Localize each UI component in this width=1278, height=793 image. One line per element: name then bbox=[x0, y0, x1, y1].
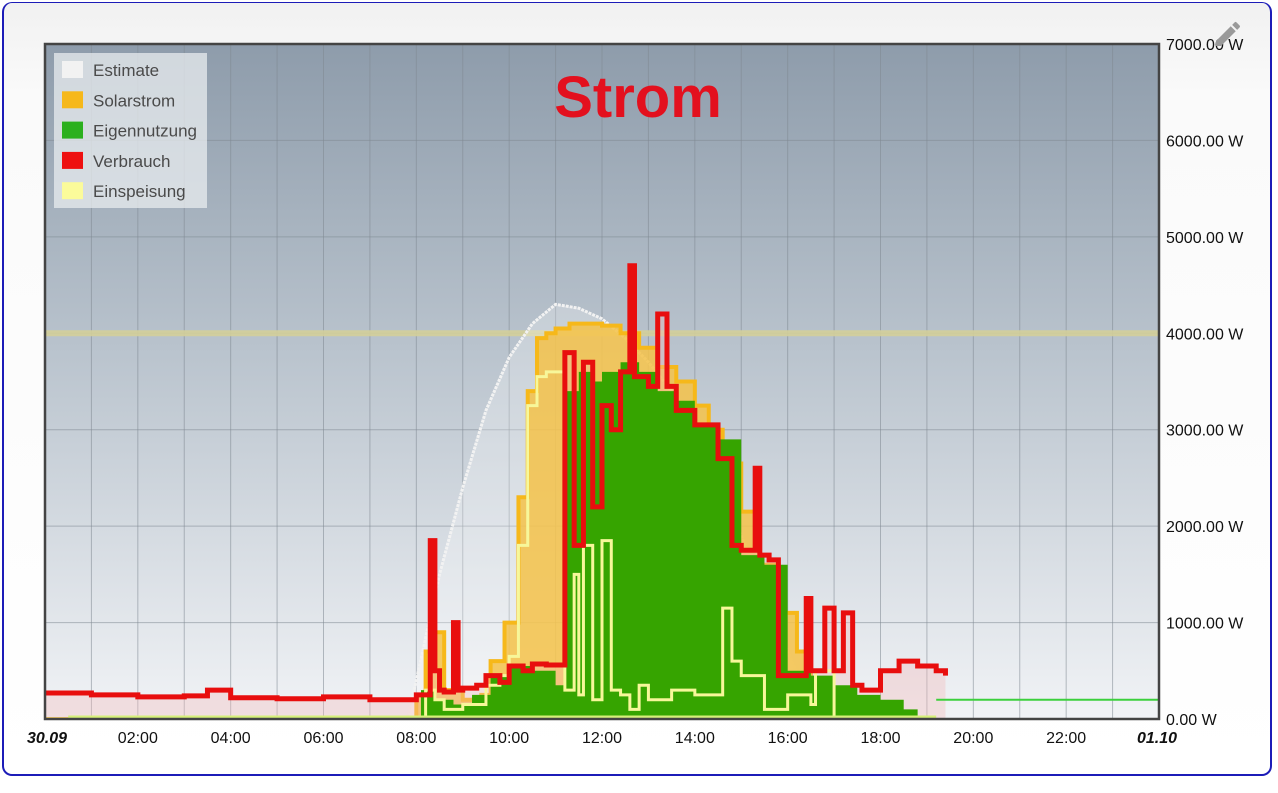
x-tick-label: 20:00 bbox=[953, 730, 993, 747]
x-tick-label: 01.10 bbox=[1137, 730, 1177, 747]
legend-label: Solarstrom bbox=[93, 91, 175, 110]
x-tick-label: 18:00 bbox=[860, 730, 900, 747]
legend-swatch bbox=[62, 182, 83, 200]
legend-label: Einspeisung bbox=[93, 182, 186, 201]
pencil-edit-icon[interactable] bbox=[1212, 18, 1244, 50]
series-verbrauch-line bbox=[45, 263, 948, 703]
x-tick-label: 16:00 bbox=[768, 730, 808, 747]
chart-title: Strom bbox=[554, 65, 722, 130]
x-tick-label: 14:00 bbox=[675, 730, 715, 747]
legend-swatch bbox=[62, 91, 83, 109]
x-tick-label: 30.09 bbox=[27, 730, 67, 747]
x-tick-label: 06:00 bbox=[303, 730, 343, 747]
legend: Estimate Solarstrom Eigennutzung Verbrauch E… bbox=[54, 53, 207, 208]
legend-swatch bbox=[62, 121, 83, 139]
legend-swatch bbox=[62, 61, 83, 78]
grid bbox=[44, 43, 1160, 720]
y-tick-label: 1000.00 W bbox=[1166, 616, 1244, 633]
x-tick-label: 22:00 bbox=[1046, 730, 1086, 747]
y-tick-label: 6000.00 W bbox=[1166, 133, 1244, 150]
y-tick-label: 5000.00 W bbox=[1166, 230, 1244, 247]
legend-swatch bbox=[62, 151, 83, 169]
series-eigennutzung-area bbox=[45, 362, 918, 719]
legend-label: Verbrauch bbox=[93, 152, 171, 171]
x-tick-label: 04:00 bbox=[211, 730, 251, 747]
legend-label: Estimate bbox=[93, 61, 159, 80]
legend-label: Eigennutzung bbox=[93, 122, 197, 141]
x-tick-label: 10:00 bbox=[489, 730, 529, 747]
y-tick-label: 2000.00 W bbox=[1166, 519, 1244, 536]
y-tick-label: 3000.00 W bbox=[1166, 423, 1244, 440]
y-tick-label: 4000.00 W bbox=[1166, 326, 1244, 343]
plot-border bbox=[43, 42, 1161, 721]
x-tick-label: 12:00 bbox=[582, 730, 622, 747]
x-tick-label: 08:00 bbox=[396, 730, 436, 747]
x-tick-label: 02:00 bbox=[118, 730, 158, 747]
y-tick-label: 0.00 W bbox=[1166, 712, 1218, 729]
